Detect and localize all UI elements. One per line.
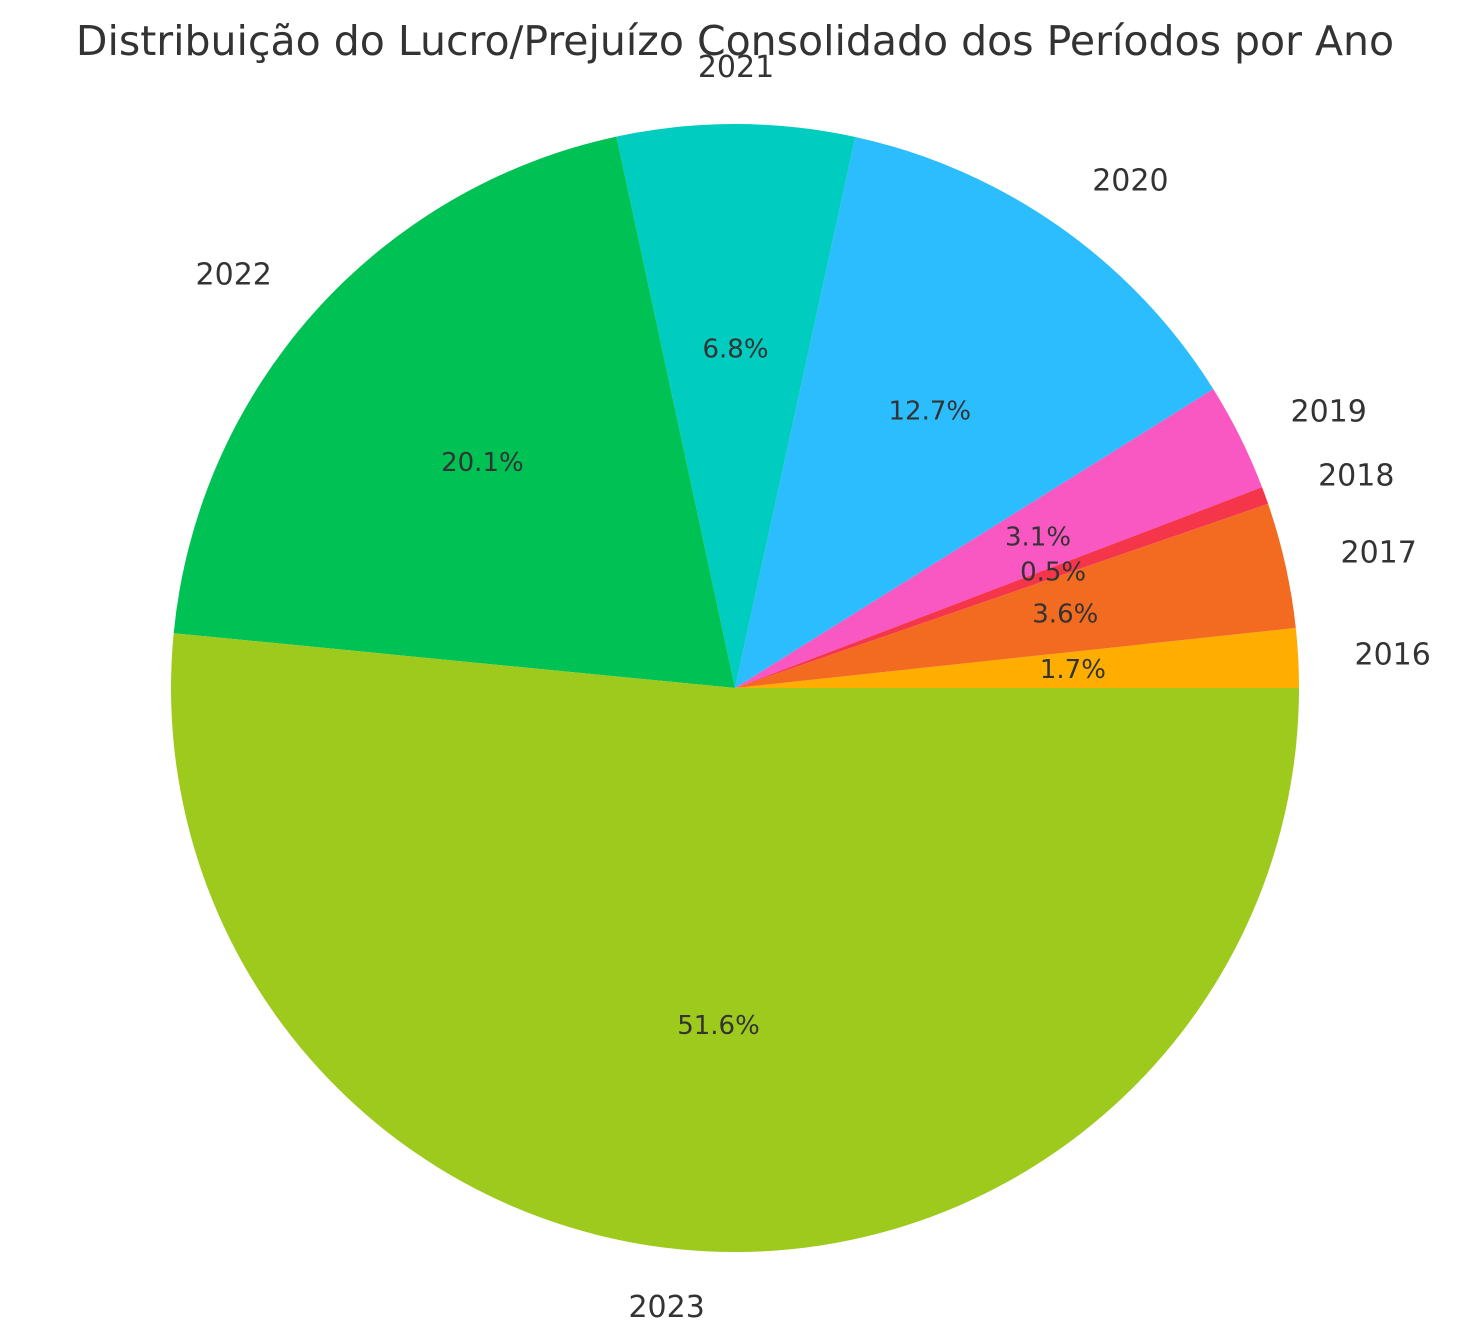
- pie-slice-2017: [735, 503, 1296, 688]
- slice-label-2020: 2020: [1092, 163, 1168, 198]
- pct-label-2017: 3.6%: [1032, 599, 1098, 629]
- slice-label-2022: 2022: [196, 258, 272, 293]
- pie-labels: 2016 1.7% 2017 3.6% 2018 0.5% 2019 3.1% 2020 12.7…: [196, 50, 1431, 1325]
- slice-label-2021: 2021: [698, 50, 774, 85]
- slice-label-2017: 2017: [1341, 535, 1417, 570]
- chart-title: Distribuição do Lucro/Prejuízo Consolida…: [76, 17, 1394, 65]
- pct-label-2016: 1.7%: [1040, 655, 1106, 685]
- pct-label-2022: 20.1%: [441, 448, 524, 478]
- pie-slice-2021: [616, 123, 856, 689]
- pct-label-2019: 3.1%: [1005, 522, 1071, 552]
- pct-label-2023: 51.6%: [677, 1011, 760, 1041]
- slice-label-2019: 2019: [1291, 394, 1367, 429]
- pct-label-2020: 12.7%: [888, 396, 971, 426]
- pie-slice-2022: [173, 136, 736, 689]
- slice-label-2018: 2018: [1318, 459, 1394, 494]
- slice-label-2016: 2016: [1355, 637, 1431, 672]
- pie-slice-2023: [170, 633, 1299, 1253]
- pct-label-2018: 0.5%: [1020, 558, 1086, 588]
- slice-label-2023: 2023: [628, 1290, 704, 1325]
- pct-label-2021: 6.8%: [702, 335, 768, 365]
- pie-slices: [170, 123, 1299, 1253]
- pie-slice-2019: [735, 389, 1263, 688]
- pie-slice-2018: [735, 487, 1269, 688]
- pie-slice-2020: [735, 136, 1214, 689]
- pie-slice-2016: [735, 627, 1299, 688]
